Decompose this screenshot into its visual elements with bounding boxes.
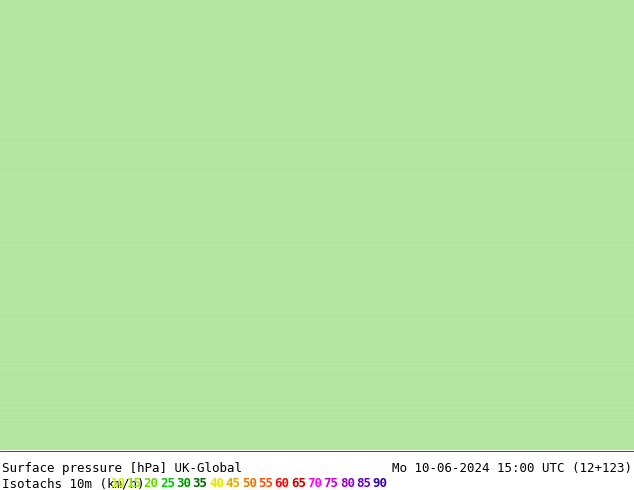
Text: Isotachs 10m (km/h): Isotachs 10m (km/h) xyxy=(2,477,145,490)
Text: 60: 60 xyxy=(275,477,290,490)
Text: 70: 70 xyxy=(307,477,322,490)
Text: 85: 85 xyxy=(356,477,372,490)
Text: 45: 45 xyxy=(226,477,240,490)
Text: 80: 80 xyxy=(340,477,355,490)
Text: 10: 10 xyxy=(111,477,126,490)
Text: 75: 75 xyxy=(323,477,339,490)
Text: 55: 55 xyxy=(258,477,273,490)
Text: Surface pressure [hPa] UK-Global: Surface pressure [hPa] UK-Global xyxy=(2,462,242,475)
Text: Mo 10-06-2024 15:00 UTC (12+123): Mo 10-06-2024 15:00 UTC (12+123) xyxy=(392,462,632,475)
Text: 30: 30 xyxy=(176,477,191,490)
Text: 90: 90 xyxy=(373,477,387,490)
Text: 65: 65 xyxy=(291,477,306,490)
Text: 40: 40 xyxy=(209,477,224,490)
Text: 50: 50 xyxy=(242,477,257,490)
Text: 25: 25 xyxy=(160,477,175,490)
Text: 35: 35 xyxy=(193,477,208,490)
Text: 20: 20 xyxy=(144,477,158,490)
Text: 15: 15 xyxy=(127,477,143,490)
